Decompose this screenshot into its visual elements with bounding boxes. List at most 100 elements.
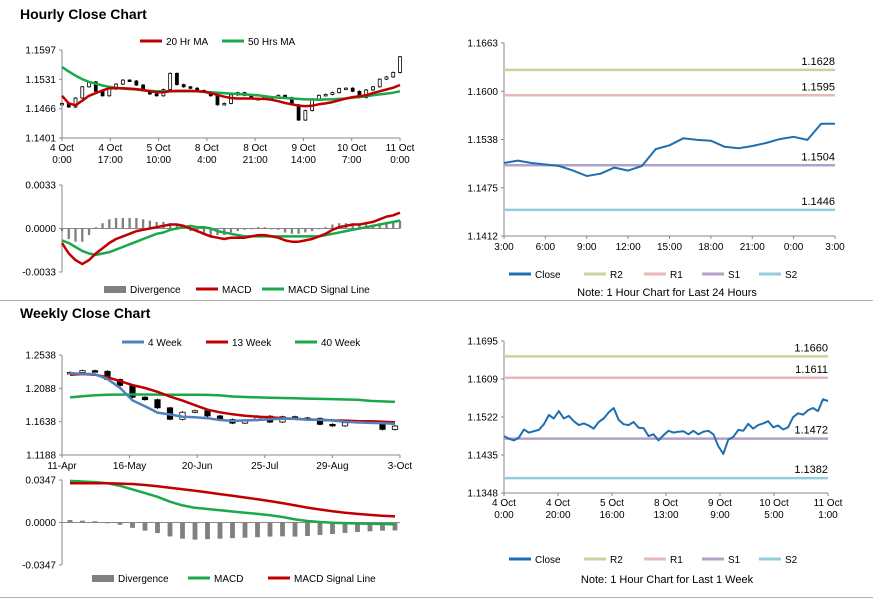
hourly-pivot-ytick-label: 1.1663: [467, 39, 498, 50]
hourly-macd-divergence-bar: [121, 217, 124, 229]
weekly-pivot-legend-s1-label: S1: [728, 555, 741, 566]
weekly-macd-divergence-bar: [392, 522, 398, 531]
legend-weekly-divergence-label: Divergence: [118, 574, 169, 585]
weekly-pivot-xtick-label: 13:00: [653, 510, 678, 521]
weekly-pivot-level-s1-label: 1.1472: [794, 425, 828, 437]
legend-4week-label: 4 Week: [148, 338, 183, 349]
hourly-pivot-level-s1-label: 1.1504: [801, 151, 835, 163]
legend-divergence-label: Divergence: [130, 285, 181, 296]
hourly-pivot-xtick-label: 3:00: [494, 242, 514, 253]
hourly-macd-divergence-bar: [358, 224, 361, 229]
hourly-pivot-xtick-label: 21:00: [740, 242, 765, 253]
hourly-price-candle-body: [377, 78, 382, 88]
hourly-macd-divergence-bar: [310, 228, 314, 232]
hourly-price-candle-body: [350, 87, 355, 92]
hourly-price-xtick-label: 17:00: [98, 155, 123, 166]
weekly-price-candle-body: [141, 396, 149, 401]
hourly-macd-divergence-bar: [229, 228, 233, 233]
hourly-price-xtick-label: 10 Oct: [337, 143, 367, 154]
weekly-macd-divergence-bar: [280, 522, 285, 537]
hourly-pivot-xtick-label: 6:00: [536, 242, 556, 253]
weekly-price-ytick-label: 1.1188: [26, 451, 56, 462]
hourly-macd-divergence-bar: [277, 228, 280, 230]
weekly-pivot-legend-close-label: Close: [535, 555, 561, 566]
hourly-pivot-ytick-label: 1.1538: [467, 135, 498, 146]
weekly-pivot-ytick-label: 1.1522: [467, 413, 498, 424]
weekly-pivot-xtick-label: 4 Oct: [546, 498, 570, 509]
hourly-pivot-level-r2-label: 1.1628: [801, 56, 835, 68]
hourly-price-candle-body: [188, 86, 193, 89]
weekly-macd-divergence-bar: [305, 522, 310, 536]
weekly-pivot-xtick-label: 1:00: [818, 510, 838, 521]
hourly-macd-divergence-bar: [351, 223, 354, 229]
weekly-macd-divergence-bar: [380, 522, 385, 531]
hourly-macd-divergence-bar: [128, 217, 131, 229]
weekly-macd-ytick-label: 0.0000: [25, 518, 56, 529]
hourly-price-xtick-label: 21:00: [243, 155, 268, 166]
weekly-macd-divergence-bar: [367, 522, 373, 532]
hourly-price-candle-body: [303, 110, 308, 121]
weekly-macd-divergence-bar: [80, 520, 85, 523]
hourly-macd-ytick-label: 0.0000: [25, 224, 56, 235]
weekly-price-candle-body: [204, 410, 211, 417]
hourly-price-candle-body: [154, 93, 159, 97]
weekly-13week-line: [69, 372, 396, 424]
weekly-price-xtick-label: 3-Oct: [388, 461, 413, 472]
weekly-macd-divergence-bar: [255, 522, 260, 538]
hourly-section-title: Hourly Close Chart: [20, 6, 147, 22]
hourly-pivot-xtick-label: 18:00: [698, 242, 723, 253]
hourly-pivot-ytick-label: 1.1600: [467, 87, 498, 98]
hourly-macd-divergence-bar: [256, 227, 260, 229]
hourly-price-xtick-label: 8 Oct: [243, 143, 267, 154]
weekly-macd-divergence-bar: [217, 522, 223, 539]
hourly-macd-divergence-bar: [155, 221, 158, 229]
hourly-pivot-legend-r1-label: R1: [670, 270, 683, 281]
weekly-pivot-xtick-label: 8 Oct: [654, 498, 678, 509]
weekly-macd-divergence-bar: [67, 520, 73, 523]
weekly-pivot-xtick-label: 4 Oct: [492, 498, 516, 509]
weekly-price-candle-body: [329, 423, 336, 427]
weekly-macd-divergence-bar: [205, 522, 210, 540]
hourly-price-candle-body: [398, 56, 402, 73]
weekly-pivot-xtick-label: 0:00: [494, 510, 514, 521]
weekly-pivot-xtick-label: 9 Oct: [708, 498, 732, 509]
weekly-price-candle-body: [154, 399, 161, 409]
weekly-macd-divergence-bar: [292, 522, 298, 537]
hourly-price-ytick-label: 1.1531: [25, 75, 56, 86]
weekly-section-title: Weekly Close Chart: [20, 305, 151, 321]
hourly-pivot-legend-close-label: Close: [535, 270, 561, 281]
hourly-macd-divergence-bar: [270, 228, 273, 230]
hourly-macd-divergence-bar: [392, 221, 395, 229]
weekly-macd-ytick-label: 0.0347: [25, 476, 56, 487]
hourly-price-candle-body: [93, 81, 98, 92]
hourly-macd-divergence-bar: [378, 223, 381, 229]
weekly-40week-line: [69, 393, 396, 404]
weekly-price-xtick-label: 20-Jun: [182, 461, 213, 472]
hourly-macd-divergence-bar: [243, 228, 246, 230]
hourly-macd-divergence-bar: [398, 220, 402, 229]
weekly-price-candle-body: [341, 422, 349, 427]
weekly-price-candle-body: [316, 417, 324, 425]
hourly-price-xtick-label: 5 Oct: [147, 143, 171, 154]
weekly-macd-divergence-bar: [155, 522, 160, 534]
weekly-pivot-legend-s2-label: S2: [785, 555, 798, 566]
legend-20hr-ma-label: 20 Hr MA: [166, 37, 209, 48]
weekly-macd-divergence-bar: [92, 521, 98, 523]
hourly-price-candle-body: [215, 95, 220, 106]
weekly-pivot-level-r1-label: 1.1611: [795, 364, 828, 376]
section-divider: [0, 300, 873, 301]
hourly-macd-divergence-bar: [385, 221, 388, 229]
weekly-price-xtick-label: 25-Jul: [251, 461, 278, 472]
hourly-macd-divergence-bar: [202, 228, 206, 236]
weekly-macd-divergence-bar: [130, 522, 135, 528]
hourly-macd-divergence-bar: [283, 228, 287, 233]
weekly-pivot-ytick-label: 1.1435: [467, 451, 498, 462]
weekly-pivot-xtick-label: 11 Oct: [814, 498, 843, 509]
hourly-price-candle-body: [323, 94, 328, 97]
legend-divergence-swatch: [104, 286, 126, 293]
weekly-pivot-note: Note: 1 Hour Chart for Last 1 Week: [581, 574, 754, 586]
hourly-price-candle-body: [73, 97, 78, 108]
weekly-pivot-xtick-label: 5:00: [764, 510, 784, 521]
hourly-pivot-legend-r2-label: R2: [610, 270, 623, 281]
weekly-pivot-close-line: [503, 398, 829, 455]
